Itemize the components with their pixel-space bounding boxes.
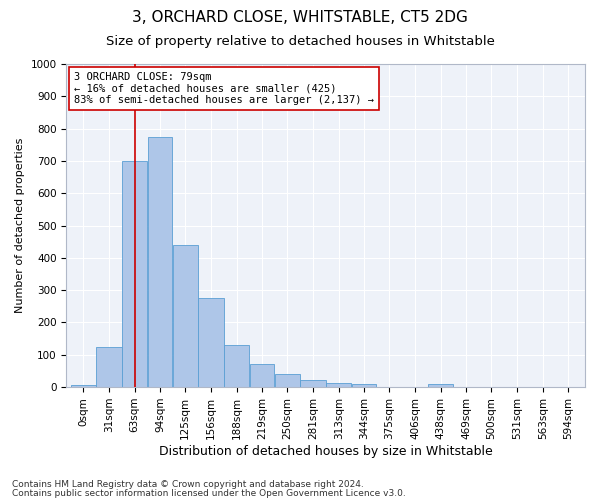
Text: 3 ORCHARD CLOSE: 79sqm
← 16% of detached houses are smaller (425)
83% of semi-de: 3 ORCHARD CLOSE: 79sqm ← 16% of detached… [74, 72, 374, 106]
Text: Size of property relative to detached houses in Whitstable: Size of property relative to detached ho… [106, 35, 494, 48]
Text: Contains HM Land Registry data © Crown copyright and database right 2024.: Contains HM Land Registry data © Crown c… [12, 480, 364, 489]
Text: Contains public sector information licensed under the Open Government Licence v3: Contains public sector information licen… [12, 489, 406, 498]
Bar [326, 383, 351, 387]
Bar [428, 384, 453, 387]
Bar [96, 346, 122, 387]
Bar [250, 364, 274, 387]
X-axis label: Distribution of detached houses by size in Whitstable: Distribution of detached houses by size … [159, 444, 493, 458]
Bar [352, 384, 376, 387]
Bar [198, 298, 224, 387]
Bar [148, 136, 172, 387]
Bar [224, 345, 249, 387]
Bar [300, 380, 326, 387]
Y-axis label: Number of detached properties: Number of detached properties [15, 138, 25, 313]
Text: 3, ORCHARD CLOSE, WHITSTABLE, CT5 2DG: 3, ORCHARD CLOSE, WHITSTABLE, CT5 2DG [132, 10, 468, 25]
Bar [275, 374, 300, 387]
Bar [122, 161, 147, 387]
Bar [71, 386, 95, 387]
Bar [173, 245, 197, 387]
